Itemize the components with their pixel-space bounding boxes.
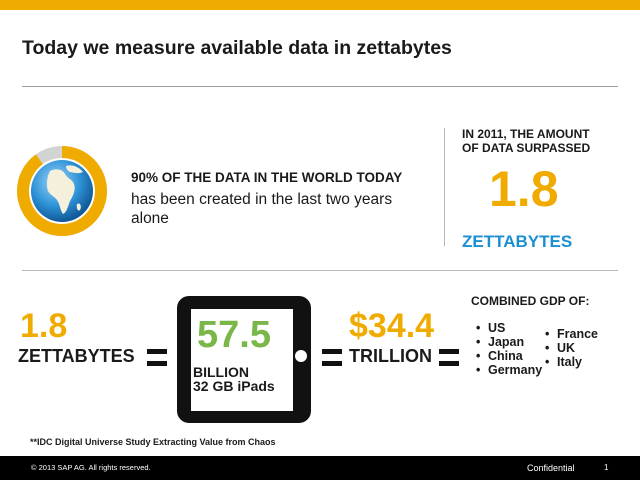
page-number: 1 — [604, 463, 609, 472]
source-footnote: **IDC Digital Universe Study Extracting … — [30, 437, 276, 447]
slide-title: Today we measure available data in zetta… — [22, 37, 452, 59]
gdp-country: US — [476, 321, 542, 335]
ipad-home-button-icon — [295, 350, 307, 362]
ring-progress — [17, 146, 107, 236]
data-amount-unit: ZETTABYTES — [462, 232, 573, 251]
stat-description: has been created in the last two years a… — [131, 191, 393, 227]
equals-sign-3 — [439, 349, 459, 366]
data-amount-value: 1.8 — [489, 161, 559, 217]
copyright-text: © 2013 SAP AG. All rights reserved. — [31, 463, 151, 472]
section-divider — [22, 270, 618, 271]
data-amount-label-line2: OF DATA SURPASSED — [462, 141, 591, 155]
equals-sign-1 — [147, 349, 167, 366]
gdp-country: Germany — [476, 363, 542, 377]
zettabytes-value: 1.8 — [20, 307, 68, 345]
ipad-count-value: 57.5 — [197, 314, 271, 356]
ipad-screen: 57.5 BILLION 32 GB iPads — [191, 309, 293, 411]
confidential-label: Confidential — [527, 463, 575, 473]
footer-bar: © 2013 SAP AG. All rights reserved. Conf… — [0, 456, 640, 480]
gdp-country: China — [476, 349, 542, 363]
zettabytes-unit: ZETTABYTES — [18, 346, 135, 366]
globe-icon — [17, 146, 107, 236]
ipad-capacity-label: 32 GB iPads — [193, 378, 275, 394]
title-divider — [22, 86, 618, 87]
top-accent-bar — [0, 0, 640, 10]
gdp-country: Italy — [545, 355, 598, 369]
gdp-country: UK — [545, 341, 598, 355]
stat-headline: 90% OF THE DATA IN THE WORLD TODAY — [131, 170, 403, 185]
globe-continent-africa — [46, 169, 75, 214]
gdp-country: Japan — [476, 335, 542, 349]
gdp-dollar-unit: TRILLION — [349, 346, 432, 366]
gdp-country: France — [545, 327, 598, 341]
gdp-country-list-2: France UK Italy — [545, 327, 598, 369]
equals-sign-2 — [322, 349, 342, 366]
globe-ring-graphic — [17, 146, 107, 236]
gdp-dollar-value: $34.4 — [349, 307, 435, 345]
ipad-graphic: 57.5 BILLION 32 GB iPads — [177, 296, 311, 423]
data-amount-label: IN 2011, THE AMOUNT OF DATA SURPASSED — [462, 127, 590, 155]
ipad-count-unit: BILLION — [193, 364, 249, 380]
data-amount-label-line1: IN 2011, THE AMOUNT — [462, 127, 590, 141]
globe-continent-europe — [66, 165, 83, 174]
vertical-divider — [444, 128, 445, 246]
gdp-country-list-1: US Japan China Germany — [476, 321, 542, 377]
globe-island — [76, 203, 81, 211]
gdp-label: COMBINED GDP OF: — [471, 294, 590, 308]
